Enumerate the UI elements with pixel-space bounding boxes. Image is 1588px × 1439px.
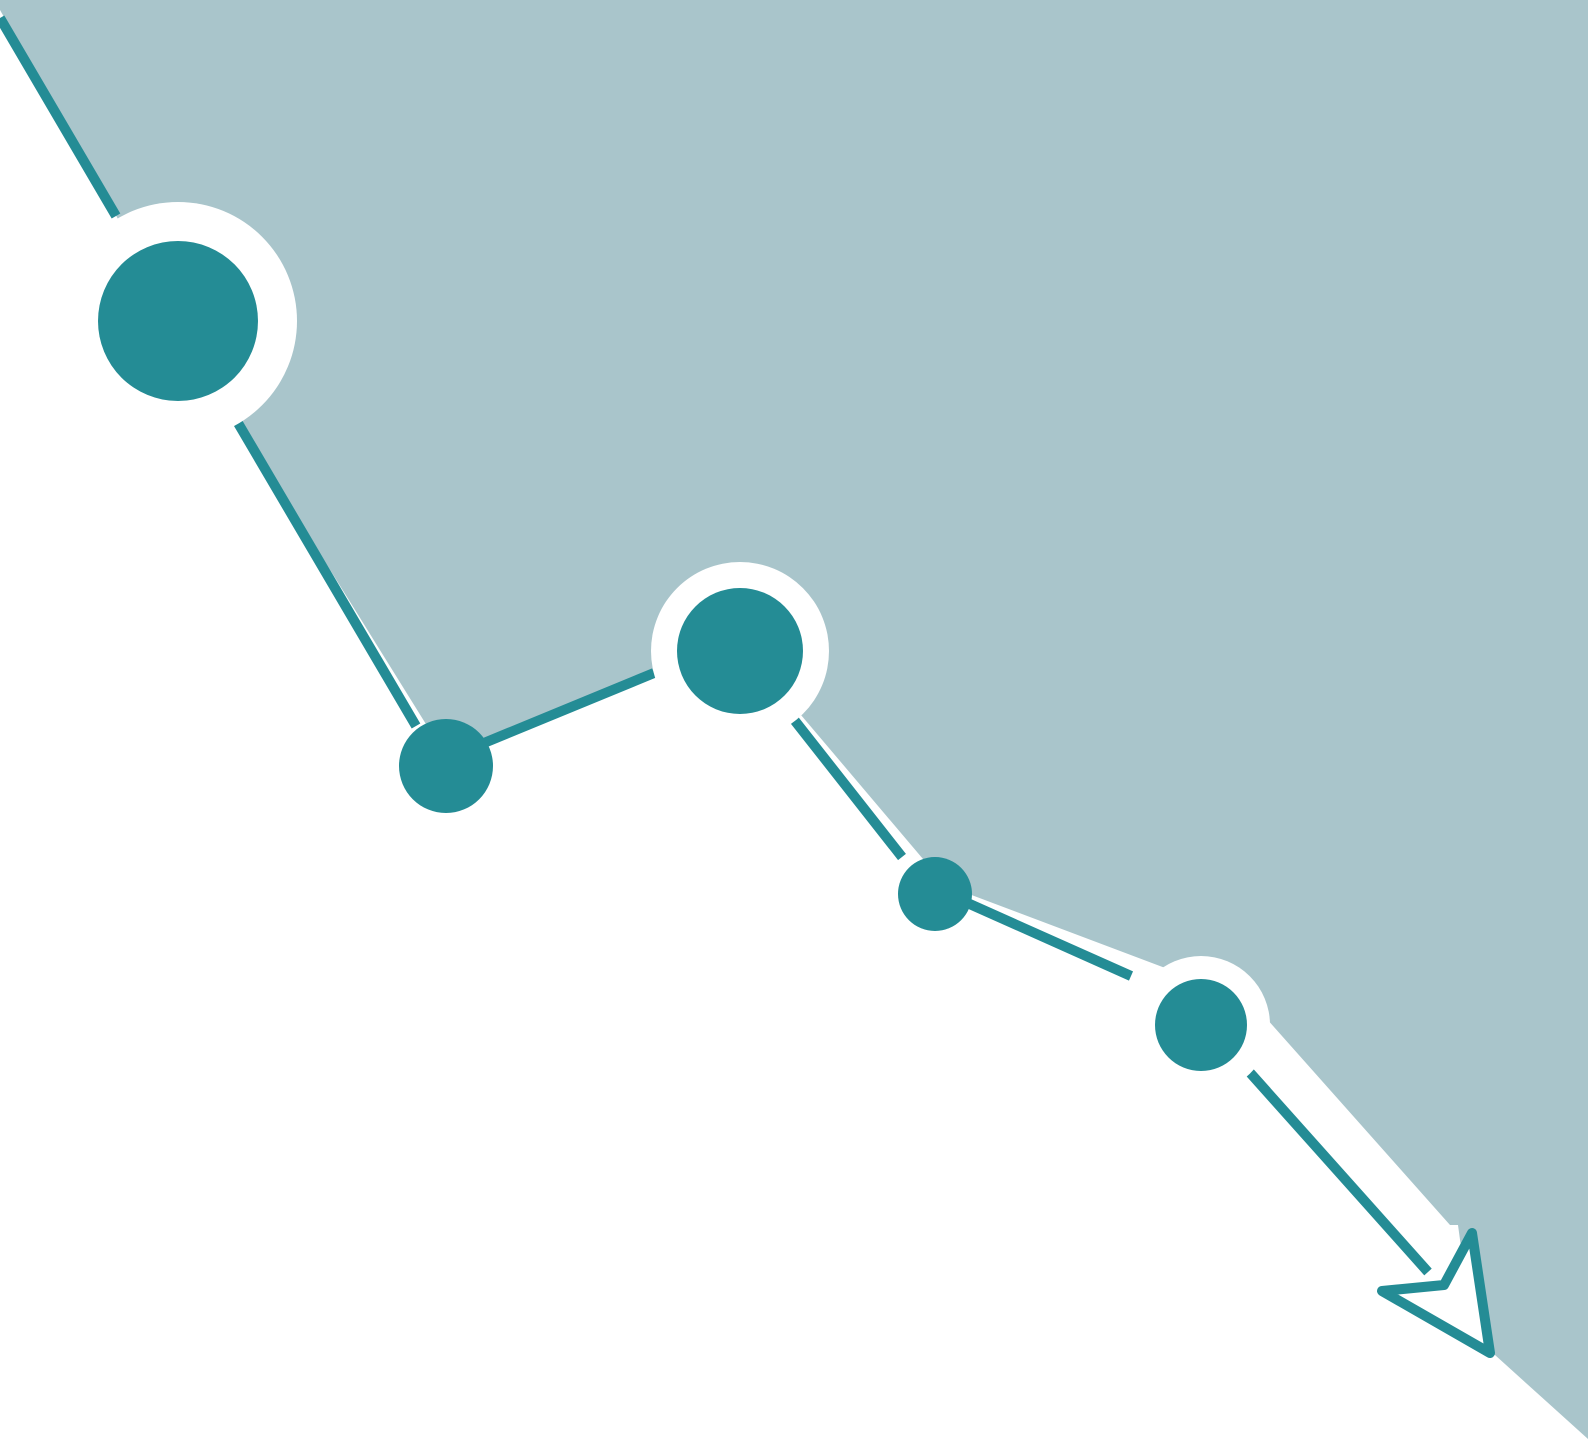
marker [677, 588, 803, 714]
markers [59, 202, 1270, 1094]
marker [98, 241, 258, 401]
trend-arrow-icon [1377, 1228, 1495, 1358]
marker [898, 857, 972, 931]
trend-line-segment [0, 15, 121, 219]
trend-line-segment [482, 668, 656, 748]
trend-line-segment [1232, 1053, 1432, 1276]
marker [399, 719, 493, 813]
trend-line-segment [233, 420, 421, 729]
trend-line [0, 15, 1432, 1276]
marker [1155, 979, 1247, 1071]
trend-line-segment [951, 892, 1134, 981]
trend-line-segment [784, 708, 906, 861]
